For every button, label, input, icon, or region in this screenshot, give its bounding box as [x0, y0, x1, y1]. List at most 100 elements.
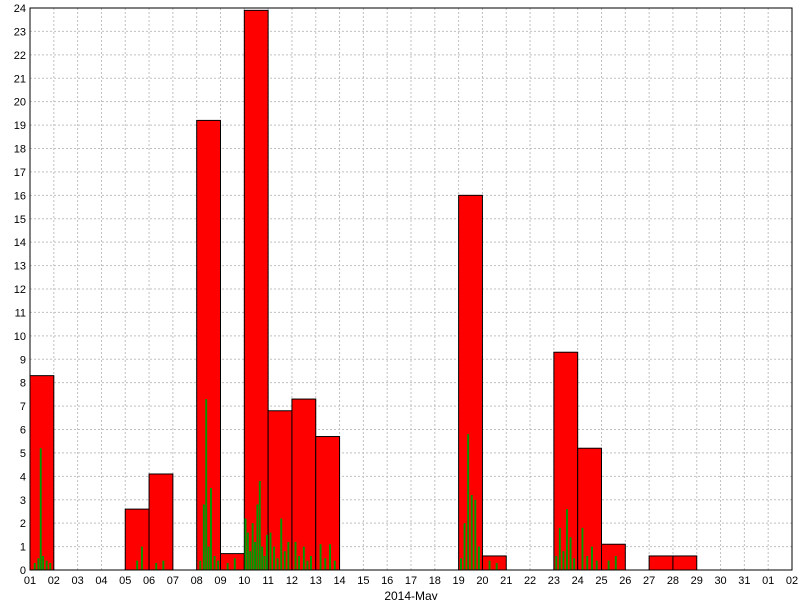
y-tick-label: 10	[14, 331, 26, 343]
green-bar	[210, 488, 212, 570]
y-tick-label: 13	[14, 261, 26, 273]
x-tick-label: 10	[238, 575, 250, 587]
x-tick-label: 14	[333, 575, 345, 587]
x-tick-label: 19	[453, 575, 465, 587]
y-tick-label: 1	[20, 542, 26, 554]
y-tick-label: 14	[14, 237, 26, 249]
green-bar	[324, 558, 326, 570]
green-bar	[259, 481, 261, 570]
x-tick-label: 01	[762, 575, 774, 587]
green-bar	[329, 544, 331, 570]
x-tick-label: 20	[476, 575, 488, 587]
green-bar	[608, 561, 610, 570]
x-tick-label: 07	[167, 575, 179, 587]
red-bar	[459, 195, 483, 570]
green-bar	[471, 495, 473, 570]
green-bar	[615, 556, 617, 570]
x-tick-label: 04	[95, 575, 107, 587]
x-tick-label: 13	[310, 575, 322, 587]
x-tick-label: 16	[381, 575, 393, 587]
green-bar	[199, 561, 201, 570]
green-bar	[217, 561, 219, 570]
green-bar	[478, 547, 480, 570]
y-tick-label: 12	[14, 284, 26, 296]
green-bar	[266, 535, 268, 570]
green-bar	[277, 558, 279, 570]
green-bar	[247, 533, 249, 570]
green-bar	[566, 509, 568, 570]
red-bar	[602, 544, 626, 570]
red-bar	[649, 556, 673, 570]
x-tick-label: 17	[405, 575, 417, 587]
y-tick-label: 5	[20, 448, 26, 460]
green-bar	[284, 551, 286, 570]
green-bar	[586, 556, 588, 570]
x-tick-label: 29	[691, 575, 703, 587]
green-bar	[306, 561, 308, 570]
x-tick-label: 28	[667, 575, 679, 587]
green-bar	[37, 558, 39, 570]
green-bar	[203, 504, 205, 570]
green-bar	[40, 448, 42, 570]
y-tick-label: 18	[14, 144, 26, 156]
y-tick-label: 15	[14, 214, 26, 226]
green-bar	[214, 556, 216, 570]
green-bar	[320, 544, 322, 570]
green-bar	[34, 563, 36, 570]
green-bar	[270, 533, 272, 570]
green-bar	[141, 547, 143, 570]
y-tick-label: 4	[20, 471, 26, 483]
green-bar	[136, 561, 138, 570]
green-bar	[334, 561, 336, 570]
y-tick-label: 16	[14, 190, 26, 202]
x-tick-label: 25	[595, 575, 607, 587]
x-tick-label: 15	[357, 575, 369, 587]
green-bar	[155, 563, 157, 570]
green-bar	[264, 556, 266, 570]
green-bar	[256, 504, 258, 570]
y-tick-label: 11	[15, 307, 26, 319]
chart-svg: 0123456789101112131415161718192021222324…	[0, 0, 800, 600]
x-tick-label: 30	[714, 575, 726, 587]
x-tick-label: 03	[72, 575, 84, 587]
green-bar	[464, 523, 466, 570]
green-bar	[254, 542, 256, 570]
red-bar	[554, 352, 578, 570]
red-bar	[244, 10, 268, 570]
green-bar	[42, 556, 44, 570]
y-tick-label: 2	[20, 518, 26, 530]
y-tick-label: 3	[20, 495, 26, 507]
y-tick-label: 8	[20, 378, 26, 390]
green-bar	[310, 556, 312, 570]
green-bar	[559, 528, 561, 570]
x-axis-label: 2014-May	[384, 589, 437, 600]
green-bar	[249, 551, 251, 570]
green-bar	[489, 561, 491, 570]
x-tick-label: 21	[500, 575, 512, 587]
green-bar	[467, 434, 469, 570]
red-bar	[197, 120, 221, 570]
green-bar	[496, 563, 498, 570]
chart-container: 0123456789101112131415161718192021222324…	[0, 0, 800, 600]
x-tick-label: 26	[619, 575, 631, 587]
green-bar	[162, 561, 164, 570]
x-tick-label: 06	[143, 575, 155, 587]
green-bar	[303, 547, 305, 570]
green-bar	[208, 547, 210, 570]
red-bar	[673, 556, 697, 570]
x-tick-label: 09	[214, 575, 226, 587]
green-bar	[591, 547, 593, 570]
x-tick-label: 27	[643, 575, 655, 587]
green-bar	[234, 558, 236, 570]
x-tick-label: 18	[429, 575, 441, 587]
green-bar	[295, 542, 297, 570]
x-tick-label: 01	[24, 575, 36, 587]
red-bar	[482, 556, 506, 570]
x-tick-label: 31	[738, 575, 750, 587]
x-tick-label: 02	[786, 575, 798, 587]
x-tick-label: 23	[548, 575, 560, 587]
green-bar	[287, 542, 289, 570]
red-bar	[149, 474, 173, 570]
green-bar	[298, 556, 300, 570]
x-tick-label: 22	[524, 575, 536, 587]
